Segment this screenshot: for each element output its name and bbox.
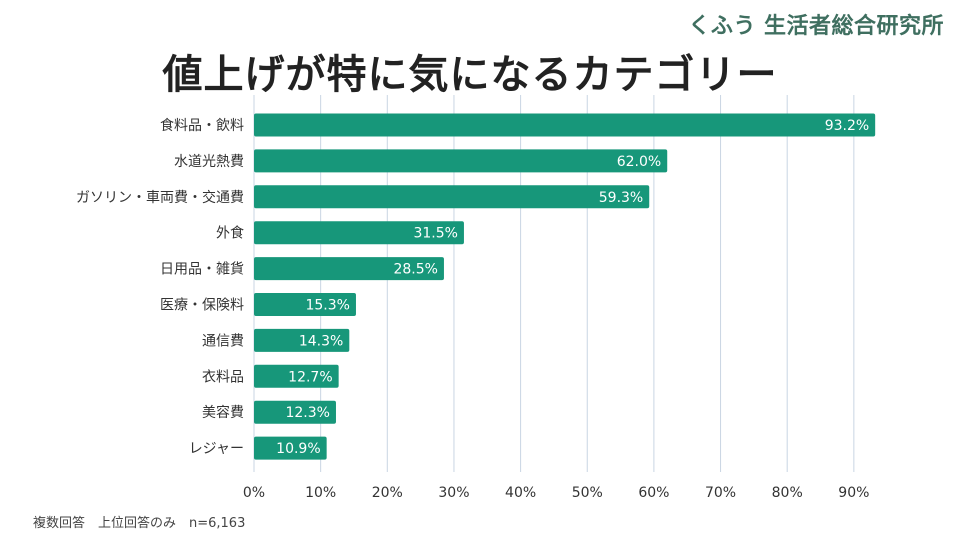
data-label: 62.0% <box>617 154 661 170</box>
x-tick-label: 20% <box>372 485 403 501</box>
chart-title: 値上げが特に気になるカテゴリー <box>162 52 778 98</box>
bar <box>254 328 350 352</box>
bar <box>254 257 444 281</box>
x-tick-label: 50% <box>572 485 603 501</box>
data-label: 12.7% <box>288 369 332 385</box>
bar <box>254 113 876 137</box>
data-label: 14.3% <box>299 333 343 349</box>
x-tick-label: 80% <box>772 485 803 501</box>
category-label: レジャー <box>189 441 244 457</box>
data-label: 15.3% <box>305 298 349 314</box>
bar <box>254 436 327 460</box>
data-label: 59.3% <box>599 190 643 206</box>
data-label: 10.9% <box>276 441 320 457</box>
bar <box>254 364 339 388</box>
data-label: 31.5% <box>413 226 457 242</box>
category-label: ガソリン・車両費・交通費 <box>76 189 244 206</box>
x-tick-label: 40% <box>505 485 536 501</box>
category-label: 衣料品 <box>202 369 244 385</box>
data-label: 12.3% <box>285 405 329 421</box>
x-tick-label: 30% <box>438 485 469 501</box>
category-label: 医療・保険料 <box>160 297 244 314</box>
category-label: 日用品・雑貨 <box>160 261 244 278</box>
data-label: 93.2% <box>825 118 869 134</box>
category-label: 水道光熱費 <box>174 154 244 170</box>
category-label: 美容費 <box>202 404 244 421</box>
footnote: 複数回答 上位回答のみ n=6,163 <box>33 516 246 531</box>
x-tick-label: 70% <box>705 485 736 501</box>
category-label: 外食 <box>216 225 244 242</box>
category-label: 通信費 <box>202 333 244 349</box>
data-label: 28.5% <box>393 262 437 278</box>
x-tick-label: 0% <box>243 485 265 501</box>
bar <box>254 149 668 173</box>
x-tick-label: 10% <box>305 485 336 501</box>
x-tick-label: 90% <box>838 485 869 501</box>
brand-logo: くふう 生活者総合研究所 <box>688 14 944 39</box>
bar <box>254 293 356 316</box>
bar <box>254 400 336 424</box>
bar <box>254 185 650 209</box>
category-label: 食料品・飲料 <box>160 117 244 134</box>
x-tick-label: 60% <box>638 485 669 501</box>
bar <box>254 221 464 245</box>
